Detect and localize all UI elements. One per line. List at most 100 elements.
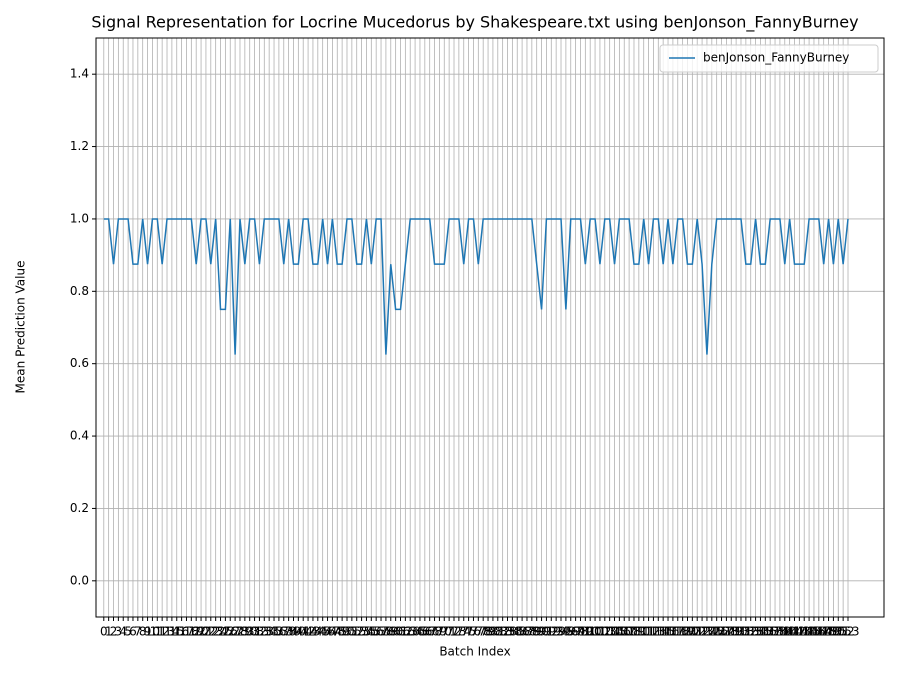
x-axis-label: Batch Index [439, 645, 510, 659]
x-tick-label: 42 [300, 625, 315, 639]
x-tick-label: 81 [490, 625, 505, 639]
x-tick-label: 0 [100, 625, 108, 639]
chart-title: Signal Representation for Locrine Mucedo… [91, 13, 858, 33]
x-tick-label: 137 [759, 625, 782, 639]
y-tick-label: 1.0 [70, 211, 89, 225]
x-tick-label: 50 [339, 625, 354, 639]
x-tick-label: 52 [349, 625, 364, 639]
x-tick-label: 57 [373, 625, 388, 639]
x-tick-label: 135 [749, 625, 772, 639]
x-tick-label: 22 [203, 625, 218, 639]
x-tick-label: 152 [832, 625, 855, 639]
x-tick-label: 7 [134, 625, 142, 639]
x-tick-label: 132 [734, 625, 757, 639]
x-tick-label: 141 [778, 625, 801, 639]
x-tick-label: 43 [305, 625, 320, 639]
x-tick-label: 53 [354, 625, 369, 639]
x-tick-label: 104 [598, 625, 621, 639]
x-tick-label: 8 [139, 625, 147, 639]
x-tick-label: 121 [681, 625, 704, 639]
y-tick-label: 1.2 [70, 139, 89, 153]
x-tick-label: 115 [652, 625, 675, 639]
x-tick-label: 95 [558, 625, 573, 639]
x-tick-label: 63 [403, 625, 418, 639]
x-tick-label: 100 [579, 625, 602, 639]
x-tick-label: 55 [364, 625, 379, 639]
x-tick-label: 106 [608, 625, 631, 639]
x-tick-label: 72 [446, 625, 461, 639]
x-tick-label: 56 [369, 625, 384, 639]
x-tick-label: 110 [627, 625, 650, 639]
x-tick-label: 60 [388, 625, 403, 639]
x-tick-label: 90 [534, 625, 549, 639]
x-tick-label: 13 [159, 625, 174, 639]
x-tick-label: 147 [807, 625, 830, 639]
x-tick-label: 101 [584, 625, 607, 639]
x-tick-label: 49 [334, 625, 349, 639]
x-tick-label: 23 [208, 625, 223, 639]
plot-frame [95, 37, 885, 618]
x-tick-label: 99 [578, 625, 593, 639]
legend-label: benJonson_FannyBurney [703, 51, 849, 65]
x-tick-label: 54 [359, 625, 374, 639]
x-tick-label: 84 [505, 625, 520, 639]
x-tick-label: 80 [485, 625, 500, 639]
x-tick-label: 124 [695, 625, 718, 639]
x-tick-label: 64 [407, 625, 422, 639]
x-tick-label: 136 [754, 625, 777, 639]
y-tick-label: 0.6 [70, 356, 89, 370]
x-tick-label: 58 [378, 625, 393, 639]
x-tick-label: 150 [822, 625, 845, 639]
x-tick-label: 148 [812, 625, 835, 639]
x-tick-label: 66 [417, 625, 432, 639]
x-tick-label: 45 [315, 625, 330, 639]
x-tick-label: 5 [124, 625, 132, 639]
x-tick-label: 97 [568, 625, 583, 639]
data-line [103, 218, 849, 355]
x-tick-label: 130 [725, 625, 748, 639]
x-tick-label: 86 [514, 625, 529, 639]
x-tick-label: 76 [466, 625, 481, 639]
x-tick-label: 139 [768, 625, 791, 639]
x-tick-label: 71 [442, 625, 457, 639]
x-tick-label: 48 [330, 625, 345, 639]
x-tick-label: 34 [262, 625, 277, 639]
x-tick-label: 77 [471, 625, 486, 639]
x-tick-label: 151 [827, 625, 850, 639]
x-tick-label: 62 [398, 625, 413, 639]
x-tick-label: 114 [647, 625, 670, 639]
x-tick-label: 65 [412, 625, 427, 639]
x-tick-label: 122 [686, 625, 709, 639]
x-tick-label: 85 [510, 625, 525, 639]
x-tick-label: 120 [676, 625, 699, 639]
x-tick-label: 105 [603, 625, 626, 639]
x-tick-label: 73 [451, 625, 466, 639]
x-tick-label: 88 [524, 625, 539, 639]
x-tick-label: 14 [164, 625, 179, 639]
x-tick-label: 103 [593, 625, 616, 639]
x-tick-label: 2 [110, 625, 118, 639]
x-tick-label: 98 [573, 625, 588, 639]
x-tick-label: 61 [393, 625, 408, 639]
x-tick-label: 92 [544, 625, 559, 639]
x-tick-label: 149 [817, 625, 840, 639]
x-tick-label: 143 [788, 625, 811, 639]
x-tick-label: 69 [432, 625, 447, 639]
x-tick-label: 44 [310, 625, 325, 639]
x-tick-label: 16 [174, 625, 189, 639]
x-tick-label: 11 [150, 625, 165, 639]
x-tick-label: 37 [276, 625, 291, 639]
x-tick-label: 9 [144, 625, 152, 639]
y-axis-label: Mean Prediction Value [14, 261, 28, 394]
x-tick-label: 46 [320, 625, 335, 639]
x-tick-label: 51 [344, 625, 359, 639]
x-tick-label: 21 [198, 625, 213, 639]
x-tick-label: 32 [252, 625, 267, 639]
x-tick-label: 18 [184, 625, 199, 639]
legend-box [659, 44, 879, 73]
x-tick-label: 3 [115, 625, 123, 639]
x-tick-label: 107 [613, 625, 636, 639]
x-tick-label: 142 [783, 625, 806, 639]
x-tick-label: 87 [519, 625, 534, 639]
x-tick-label: 36 [271, 625, 286, 639]
